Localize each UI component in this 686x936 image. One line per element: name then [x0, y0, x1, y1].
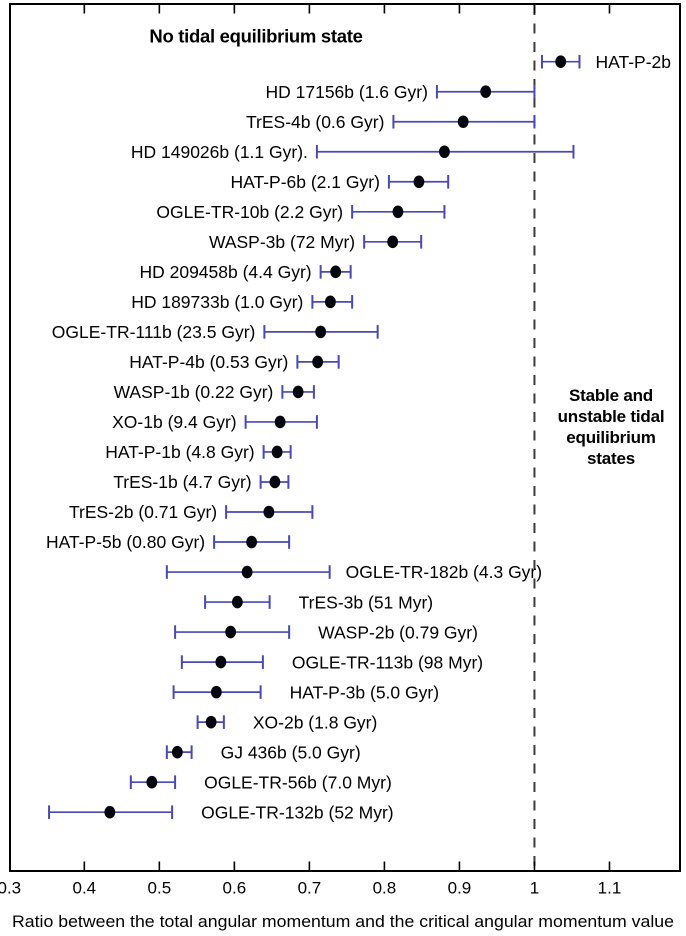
- planet-label: HD 209458b (4.4 Gyr): [139, 262, 311, 282]
- planet-label: XO-2b (1.8 Gyr): [253, 712, 377, 732]
- errorbar-row: HAT-P-4b (0.53 Gyr): [129, 352, 340, 372]
- planet-label: HD 189733b (1.0 Gyr): [131, 292, 303, 312]
- x-axis-label: Ratio between the total angular momentum…: [12, 912, 674, 931]
- data-point: [210, 685, 222, 699]
- errorbar-row: HD 189733b (1.0 Gyr): [131, 292, 354, 312]
- data-point: [274, 415, 286, 429]
- x-tick-label: 0.4: [73, 879, 97, 898]
- x-tick-label: 1: [530, 879, 539, 898]
- data-point: [387, 235, 399, 249]
- planet-label: HAT-P-3b (5.0 Gyr): [290, 682, 439, 702]
- planet-label: OGLE-TR-111b (23.5 Gyr): [52, 322, 256, 342]
- x-tick-label: 0.3: [0, 879, 21, 898]
- planet-label: WASP-3b (72 Myr): [209, 232, 355, 252]
- errorbar-row: HD 149026b (1.1 Gyr).: [131, 142, 575, 162]
- planet-label: HD 17156b (1.6 Gyr): [265, 82, 427, 102]
- errorbar-row: OGLE-TR-56b (7.0 Myr): [129, 772, 392, 792]
- data-point: [457, 115, 469, 129]
- errorbar-row: HAT-P-1b (4.8 Gyr): [105, 442, 292, 462]
- annotation-stable-line-2: unstable tidal: [558, 407, 665, 426]
- annotation-no-tidal: No tidal equilibrium state: [149, 26, 362, 47]
- data-point: [555, 55, 567, 68]
- data-point: [246, 535, 258, 549]
- errorbar-row: TrES-3b (51 Myr): [204, 592, 434, 612]
- errorbar-row: WASP-3b (72 Myr): [209, 232, 423, 252]
- data-point: [241, 565, 253, 579]
- errorbar-row: TrES-2b (0.71 Gyr): [69, 502, 314, 522]
- errorbar-row: OGLE-TR-111b (23.5 Gyr): [52, 322, 379, 342]
- x-tick-label: 0.7: [298, 879, 322, 898]
- planet-label: XO-1b (9.4 Gyr): [112, 412, 236, 432]
- planet-label: WASP-2b (0.79 Gyr): [318, 622, 478, 642]
- planet-label: TrES-3b (51 Myr): [299, 592, 434, 612]
- errorbar-row: OGLE-TR-132b (52 Myr): [48, 802, 394, 822]
- plot-border: [9, 3, 681, 872]
- errorbar-row: TrES-1b (4.7 Gyr): [113, 472, 290, 492]
- planet-label: OGLE-TR-56b (7.0 Myr): [204, 772, 392, 792]
- data-point: [104, 805, 116, 819]
- data-point: [292, 385, 304, 399]
- data-point: [315, 325, 327, 339]
- errorbar-row: WASP-2b (0.79 Gyr): [174, 622, 478, 642]
- data-point: [263, 505, 275, 519]
- planet-label: OGLE-TR-182b (4.3 Gyr): [346, 562, 542, 582]
- plot-area: 0.3 0.4 0.5 0.6 0.7 0.8 0.9 1 1.1 HAT-P-2b HD 1715…: [0, 4, 671, 898]
- planet-label: OGLE-TR-10b (2.2 Gyr): [156, 202, 343, 222]
- data-point: [330, 265, 342, 279]
- errorbar-row: HD 17156b (1.6 Gyr): [265, 82, 536, 102]
- planet-label: HAT-P-1b (4.8 Gyr): [105, 442, 254, 462]
- errorbar-row: HAT-P-3b (5.0 Gyr): [172, 682, 439, 702]
- errorbar-row: XO-1b (9.4 Gyr): [112, 412, 318, 432]
- errorbar-row: HAT-P-6b (2.1 Gyr): [230, 172, 450, 192]
- data-point: [271, 445, 283, 459]
- x-tick-label: 0.5: [148, 879, 172, 898]
- planet-label: OGLE-TR-113b (98 Myr): [292, 652, 483, 672]
- planet-label: TrES-2b (0.71 Gyr): [69, 502, 217, 522]
- errorbar-row: HAT-P-5b (0.80 Gyr): [46, 532, 291, 552]
- data-point: [324, 295, 336, 309]
- planet-label: OGLE-TR-132b (52 Myr): [201, 802, 394, 822]
- x-tick-label: 0.9: [448, 879, 472, 898]
- errorbar-row: OGLE-TR-113b (98 Myr): [180, 652, 483, 672]
- data-point: [215, 655, 227, 669]
- x-axis: 0.3 0.4 0.5 0.6 0.7 0.8 0.9 1 1.1: [0, 4, 621, 898]
- planet-label: HD 149026b (1.1 Gyr).: [131, 142, 308, 162]
- errorbar-row: HD 209458b (4.4 Gyr): [139, 262, 352, 282]
- data-point: [205, 715, 217, 729]
- planet-label: HAT-P-6b (2.1 Gyr): [230, 172, 379, 192]
- data-point: [439, 145, 450, 159]
- errorbar-row: XO-2b (1.8 Gyr): [196, 712, 377, 732]
- x-tick-label: 0.6: [223, 879, 247, 898]
- planet-label: HAT-P-5b (0.80 Gyr): [46, 532, 205, 552]
- x-tick-label: 0.8: [373, 879, 397, 898]
- errorbar-row: OGLE-TR-182b (4.3 Gyr): [165, 562, 542, 582]
- errorbar-row: OGLE-TR-10b (2.2 Gyr): [156, 202, 446, 222]
- planet-label: HAT-P-2b: [595, 52, 671, 72]
- annotation-stable-line-3: equilibrium: [566, 428, 656, 447]
- planet-label: WASP-1b (0.22 Gyr): [114, 382, 274, 402]
- data-point: [312, 355, 324, 369]
- planet-label: TrES-4b (0.6 Gyr): [246, 112, 384, 132]
- planet-label: HAT-P-4b (0.53 Gyr): [129, 352, 288, 372]
- errorbar-row: HAT-P-2b: [540, 52, 671, 72]
- errorbar-row: GJ 436b (5.0 Gyr): [165, 742, 361, 762]
- data-point: [146, 775, 158, 789]
- annotation-stable-line-1: Stable and: [569, 386, 653, 405]
- data-point: [392, 205, 404, 219]
- data-point: [413, 175, 425, 189]
- errorbar-row: WASP-1b (0.22 Gyr): [114, 382, 315, 402]
- x-tick-label: 1.1: [598, 879, 622, 898]
- planet-label: GJ 436b (5.0 Gyr): [221, 742, 361, 762]
- data-point: [171, 745, 183, 759]
- data-point: [225, 625, 237, 639]
- annotation-stable-line-4: states: [587, 449, 635, 468]
- planet-label: TrES-1b (4.7 Gyr): [113, 472, 251, 492]
- errorbar-row: TrES-4b (0.6 Gyr): [246, 112, 536, 132]
- data-point: [480, 85, 492, 99]
- data-point: [269, 475, 281, 489]
- data-point: [231, 595, 243, 609]
